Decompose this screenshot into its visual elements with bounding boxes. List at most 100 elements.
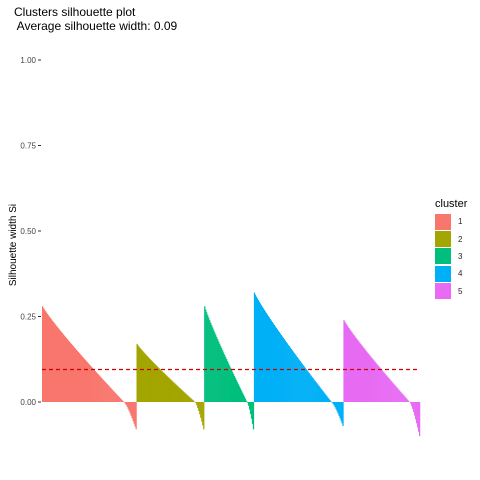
legend-label: 4 [458,269,463,279]
legend-items: 1 2 3 4 5 [435,213,467,300]
silhouette-bar [382,370,384,402]
silhouette-bar [351,332,353,402]
silhouette-bar [303,366,305,402]
silhouette-bar [119,398,121,402]
silhouette-bar [188,396,190,402]
silhouette-bar [268,317,271,402]
silhouette-bar [276,329,278,402]
silhouette-bar [366,351,368,402]
silhouette-bar [82,357,85,402]
silhouette-bar [126,402,128,407]
silhouette-bar [262,308,265,402]
silhouette-bar [112,390,114,402]
silhouette-bar [326,396,328,402]
silhouette-bar [98,375,100,402]
silhouette-bar [171,380,173,402]
silhouette-bar [391,381,393,402]
silhouette-bar [132,402,134,421]
chart-title: Clusters silhouette plot Average silhoue… [14,5,177,33]
silhouette-bar [387,376,389,402]
silhouette-bar [237,384,240,402]
silhouette-bar [376,363,378,402]
silhouette-bar [296,357,298,402]
silhouette-bar [182,390,184,402]
silhouette-bar [129,402,131,414]
silhouette-bar [96,373,98,402]
silhouette-bar [215,334,217,402]
silhouette-bar [238,386,241,402]
silhouette-bar [125,402,127,405]
silhouette-bar [78,353,81,402]
silhouette-bar [241,392,244,402]
silhouette-bar [352,333,354,402]
silhouette-bar [338,402,340,416]
silhouette-bar [371,357,373,402]
silhouette-bar [208,317,210,402]
silhouette-bar [290,348,292,402]
silhouette-bar [273,324,276,402]
silhouette-bar [266,314,269,402]
silhouette-bar [332,402,334,404]
silhouette-bar [295,355,297,402]
silhouette-bar [118,396,120,402]
silhouette-bar [99,376,101,402]
silhouette-bar [131,402,133,419]
cluster-3-bars [204,306,255,430]
y-tick-label: 1.00 [20,56,36,65]
silhouette-bar [261,306,264,402]
silhouette-bar [212,327,214,402]
silhouette-bar [322,391,324,402]
silhouette-bar [225,356,227,402]
silhouette-bar [93,369,95,402]
silhouette-bar [69,342,72,402]
silhouette-bar [42,306,44,402]
silhouette-bar [87,363,89,402]
silhouette-bar [45,312,48,402]
silhouette-bar [116,394,118,402]
silhouette-bar [310,375,312,402]
silhouette-bar [257,300,260,402]
silhouette-bar [95,372,97,402]
silhouette-bar [407,399,409,402]
silhouette-bar [214,332,216,402]
silhouette-bar [417,402,419,428]
legend: cluster 1 2 3 4 5 [435,198,467,300]
silhouette-bar [100,377,102,402]
silhouette-bar [63,335,66,402]
silhouette-bar [260,305,263,402]
silhouette-bar [147,356,149,402]
silhouette-bar [320,388,322,402]
silhouette-bar [156,366,158,402]
silhouette-bar [325,395,327,402]
silhouette-bar [216,336,218,402]
silhouette-bar [306,370,308,402]
silhouette-bar [337,402,339,414]
silhouette-bar [204,306,206,402]
silhouette-bar [239,388,242,402]
legend-color-key [435,231,451,248]
legend-item-cluster-2: 2 [435,230,467,248]
silhouette-bar [71,345,74,402]
silhouette-bar [405,397,407,402]
silhouette-bar [89,365,91,402]
silhouette-bar [163,372,165,402]
silhouette-bar [299,361,301,402]
silhouette-bar [344,321,346,402]
silhouette-bar [309,374,311,402]
silhouette-bar [167,376,169,402]
silhouette-bar [169,378,171,402]
silhouette-bar [221,348,223,402]
silhouette-bar [236,382,239,402]
silhouette-bar [252,402,255,430]
silhouette-bar [367,352,369,402]
silhouette-bar [158,368,160,402]
silhouette-bar [379,367,381,402]
silhouette-bar [153,363,155,402]
silhouette-bar [244,398,247,402]
silhouette-bar [174,383,176,402]
silhouette-bar [398,389,400,402]
silhouette-bar [165,374,167,402]
silhouette-bar [408,400,410,402]
cluster-2-bars [136,343,205,430]
